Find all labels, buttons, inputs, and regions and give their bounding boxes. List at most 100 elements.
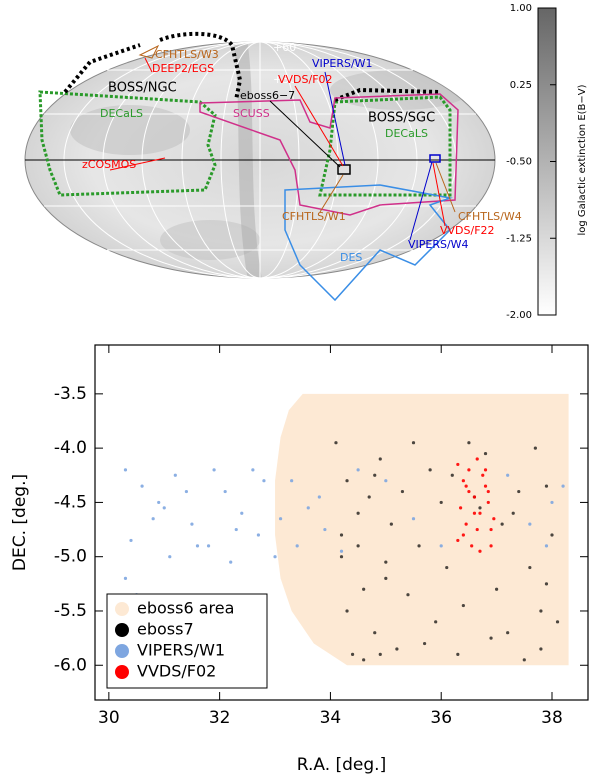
decals-ngc [38,90,217,197]
scuss [199,93,459,216]
y-tick-label: -5.5 [54,601,87,621]
point [129,538,133,543]
annotation: zCOSMOS [82,158,136,171]
point [273,555,277,559]
point [472,511,477,515]
point [486,489,490,494]
x-tick-label: 34 [320,708,342,728]
point [539,609,543,613]
point [517,489,521,494]
point [481,473,485,477]
point [478,506,482,510]
w3-field [138,44,160,59]
point [384,560,388,564]
point [262,479,266,483]
point [528,522,532,526]
point [544,484,549,488]
legend-marker [115,623,129,637]
point [506,631,510,635]
point [362,587,366,591]
y-tick-label: -3.5 [54,384,87,404]
point [411,441,416,445]
w4-field [429,154,441,163]
scatter-panel: 30 32 34 36 38 -3.5 -4.0 -4.5 -5.0 -5.5 -6.0 R.A. [… [10,344,589,775]
legend-marker [115,665,129,679]
point [334,441,338,445]
annotation: eboss6−7 [240,89,295,102]
point [278,517,283,521]
y-tick-label: -4.0 [54,438,87,458]
point [533,446,537,450]
point [456,538,460,543]
x-tick-label: 32 [209,708,231,728]
point [323,527,327,532]
annotation: DEEP2/EGS [152,62,214,75]
point [470,544,474,548]
point [234,527,238,532]
point [544,582,549,586]
annotation: VIPERS/W4 [408,238,469,251]
point [395,647,399,651]
point [339,549,344,553]
point [162,506,166,510]
legend-label: eboss7 [137,620,194,639]
point [406,593,410,597]
area [275,393,569,666]
grid-label: +30 [273,73,296,86]
point [464,484,468,488]
point [411,517,416,521]
legend-label: VVDS/F02 [137,662,216,681]
point [339,555,344,559]
annotation: BOSS/NGC [108,81,177,96]
point [206,544,211,548]
y-tick-label: -6.0 [54,655,87,675]
point [550,500,554,505]
decals-sgc [318,95,452,197]
x-tick-label: 38 [541,708,563,728]
annotation: DECaLS [100,107,143,120]
point [229,560,233,564]
point [461,479,465,483]
point [378,652,382,657]
point [478,549,482,553]
point [467,441,471,445]
point [373,473,377,477]
annotation: VVDS/F02 [278,73,333,86]
point [550,533,554,537]
point [434,620,438,624]
annotation: VIPERS/W1 [312,57,373,70]
point [345,609,349,613]
point [212,468,216,472]
point [140,484,144,488]
point [483,451,488,456]
legend-marker [115,602,129,616]
point [464,522,468,526]
point [555,620,560,624]
point [445,565,449,570]
annotation: DECaLS [385,127,428,140]
grid-label: +60 [273,41,296,54]
point [489,544,493,548]
point [483,484,488,488]
point [506,473,510,477]
point [478,511,482,515]
x-tick-label: 30 [98,708,120,728]
point [539,647,543,651]
boss-ngc-edge [63,31,243,101]
point [472,495,477,499]
point [256,533,261,537]
point [492,517,496,521]
point [240,511,244,515]
point [439,544,443,548]
point [500,522,504,526]
point [350,652,355,657]
point [467,489,471,494]
colorbar-tick-label: -1.25 [506,233,532,244]
point [356,544,360,548]
x-tick-label: 36 [430,708,452,728]
point [345,479,349,483]
point [373,631,377,635]
point [367,495,371,499]
point [475,457,479,461]
point [475,527,479,532]
